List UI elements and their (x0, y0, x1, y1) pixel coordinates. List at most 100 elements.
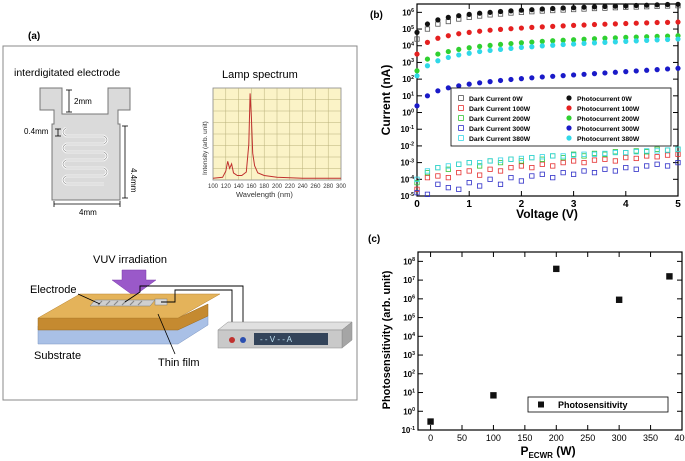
panel-b-point (560, 153, 566, 159)
panel-b-point (466, 168, 472, 174)
panel-b-point (445, 18, 451, 25)
panel-b-point (633, 20, 639, 26)
panel-b-point (466, 29, 472, 35)
panel-b-point (612, 21, 618, 27)
panel-b-point (435, 181, 441, 187)
panel-b-point (633, 34, 639, 40)
panel-b-point (424, 168, 431, 174)
spectrum-xtick: 120 (221, 184, 232, 190)
panel-c-ytick: 105 (403, 313, 415, 322)
panel-b-point (602, 156, 608, 162)
panel-c-point (490, 392, 497, 399)
panel-b-point (529, 39, 535, 45)
panel-b-point (623, 38, 629, 44)
panel-b-point (654, 146, 660, 152)
panel-b-point (518, 155, 525, 162)
panel-b-point (529, 75, 535, 81)
panel-b-xlabel: Voltage (V) (516, 207, 578, 221)
panel-b-point (487, 27, 493, 33)
panel-b-point (508, 156, 514, 162)
panel-b-legend-marker (566, 115, 572, 121)
panel-b-ytick: 106 (402, 8, 414, 17)
panel-b-point (623, 149, 629, 156)
panel-b-point (466, 11, 472, 17)
spectrum-xtick: 260 (310, 184, 321, 190)
panel-c-xticks: 0 50 100 150 200 250 300 350 400 (428, 252, 685, 443)
panel-b-point (414, 51, 420, 57)
panel-c-xtick: 50 (457, 433, 467, 443)
meter-display: - - V - - A (260, 335, 293, 344)
thinfilm-pointer (157, 313, 176, 355)
panel-b-point (487, 42, 493, 49)
panel-b-point (414, 29, 420, 35)
panel-a: (a) interdigitated electrode 2mm 0.4mm 4… (2, 31, 358, 401)
panel-b-ytick: 100 (402, 108, 414, 117)
electrode-pointer (77, 293, 101, 305)
panel-b-point (539, 171, 545, 177)
panel-b-point (560, 170, 566, 176)
panel-c-xtick: 150 (517, 433, 532, 443)
panel-b-label: (b) (370, 10, 383, 21)
panel-b-point (424, 93, 431, 99)
panel-b-point (477, 48, 483, 55)
panel-b-point (529, 7, 535, 13)
panel-b-point (664, 36, 671, 43)
panel-b-point (414, 176, 420, 182)
panel-b-point (424, 39, 431, 46)
panel-b-point (445, 175, 451, 181)
panel-b-point (612, 39, 618, 45)
panel-c-ytick: 102 (403, 370, 415, 379)
panel-b-point (435, 51, 441, 57)
panel-b-plot-area (416, 3, 679, 197)
panel-b-ylabel: Current (nA) (379, 65, 393, 136)
panel-b-legend-label: Photocurrent 100W (577, 106, 640, 113)
panel-b-point (581, 153, 587, 159)
panel-b-legend-label: Photocurrent 300W (577, 126, 640, 133)
panel-b-point (539, 6, 545, 12)
panel-b-point (435, 165, 441, 171)
panel-b-point (675, 1, 681, 7)
panel-c-legend: Photosensitivity (527, 396, 669, 413)
panel-b-point (518, 25, 525, 31)
panel-b-legend-label: Dark Current 0W (469, 96, 523, 103)
panel-b-point (644, 67, 650, 73)
panel-c-ytick: 108 (403, 257, 415, 266)
panel-b-point (466, 160, 472, 166)
panel-b-point (623, 149, 629, 156)
panel-b-point (623, 165, 629, 171)
panel-b-point (414, 103, 420, 109)
panel-b-point (644, 153, 650, 159)
panel-b-point (487, 166, 493, 172)
panel-b-xtick: 2 (519, 199, 525, 210)
panel-b-point (550, 38, 556, 44)
panel-b-legend-marker (566, 135, 572, 141)
panel-b-point (675, 146, 681, 152)
panel-b-point (518, 178, 525, 184)
panel-b-point (664, 147, 671, 153)
panel-b-point (654, 161, 660, 167)
panel-b-point (445, 166, 451, 172)
panel-b-point (466, 160, 472, 166)
panel-b-point (435, 88, 441, 94)
panel-b-point (497, 77, 504, 84)
panel-b-point (487, 9, 493, 15)
panel-b-point (550, 163, 556, 169)
panel-b-point (581, 40, 587, 47)
panel-c-ytick: 104 (403, 332, 415, 341)
panel-b-point (560, 37, 566, 43)
panel-b-point (644, 20, 650, 26)
panel-b-point (466, 50, 472, 56)
panel-b-ytick: 104 (402, 42, 414, 51)
panel-b-point (487, 158, 493, 164)
panel-b-point (654, 37, 660, 43)
thinfilm-label: Thin film (158, 357, 200, 369)
panel-c-xtick: 300 (612, 433, 627, 443)
panel-c-ytick: 101 (403, 388, 415, 397)
panel-b-point (445, 85, 451, 91)
panel-b-point (508, 8, 514, 14)
panel-b-point (550, 73, 556, 79)
panel-b-point (414, 36, 420, 42)
panel-b-point (581, 71, 587, 77)
panel-b-point (602, 70, 608, 76)
